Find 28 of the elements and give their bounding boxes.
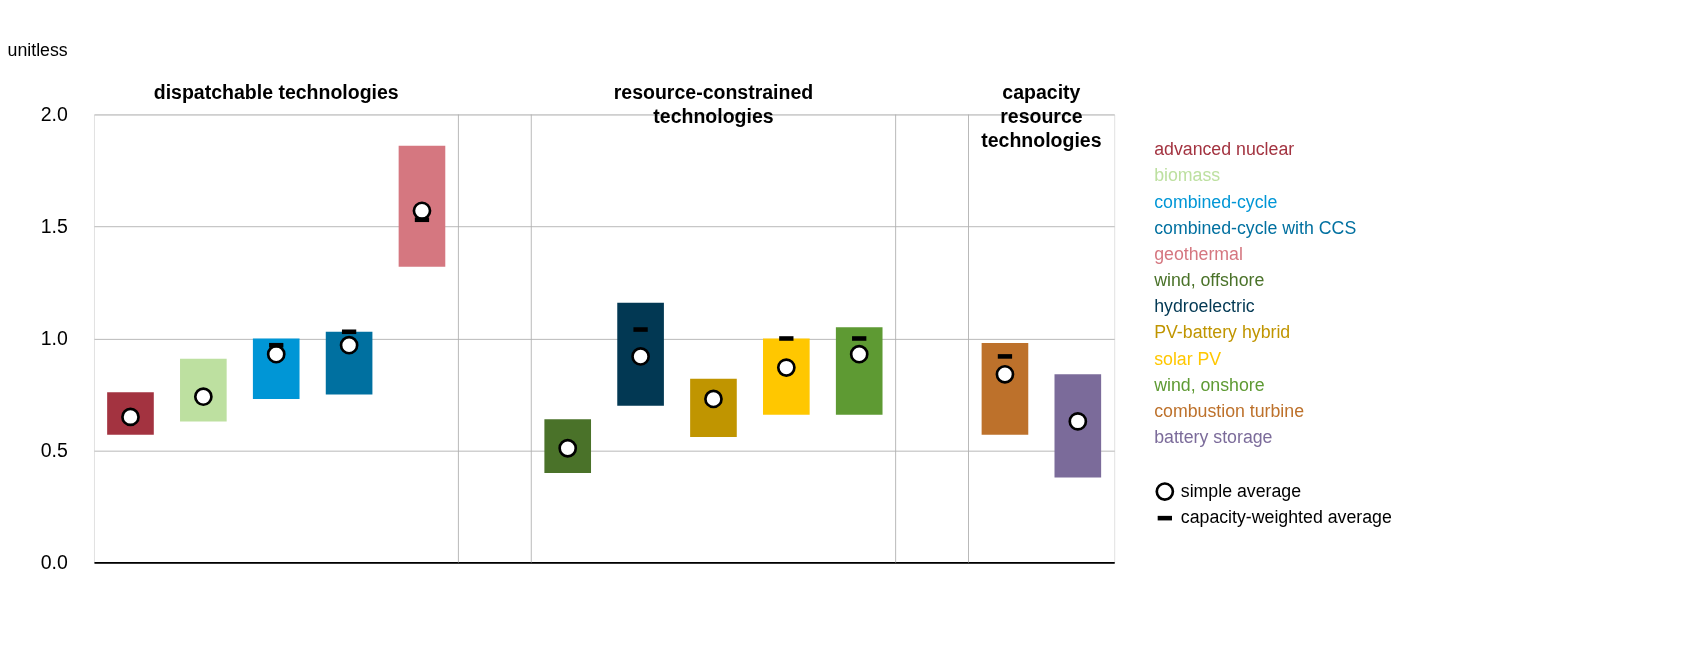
legend-label: capacity-weighted average (1180, 507, 1392, 528)
annotation: resource-constrained technologies (613, 81, 814, 128)
text: advanced nuclear (1154, 139, 1295, 160)
y-tick-label: 0.5 (40, 439, 69, 462)
legend-label: simple average (1180, 480, 1302, 501)
point (995, 364, 1015, 384)
text: combined-cycle with CCS (1154, 217, 1357, 238)
point (1068, 412, 1088, 431)
point (849, 344, 869, 364)
text: biomass (1154, 165, 1221, 186)
text: combined-cycle (1154, 191, 1278, 212)
text: wind, onshore (1153, 374, 1265, 395)
y-axis-title: unitless (7, 40, 68, 61)
point (339, 335, 359, 355)
text: dispatchable technologies (153, 81, 399, 104)
y-tick-label: 1.0 (40, 327, 69, 350)
text: battery storage (1154, 427, 1273, 448)
y-tick-label: 1.5 (40, 215, 69, 238)
point (631, 347, 650, 366)
text: geothermal (1154, 243, 1243, 264)
text: wind, offshore (1153, 270, 1265, 291)
y-tick-label: 0.0 (40, 551, 69, 574)
text: combustion turbine (1154, 401, 1305, 422)
text: solar PV (1154, 348, 1222, 369)
y-tick-label: 2.0 (40, 103, 69, 126)
annotation: capacity resource technologies (981, 81, 1102, 152)
text: hydroelectric (1154, 296, 1255, 317)
text: PV-battery hybrid (1154, 322, 1291, 343)
